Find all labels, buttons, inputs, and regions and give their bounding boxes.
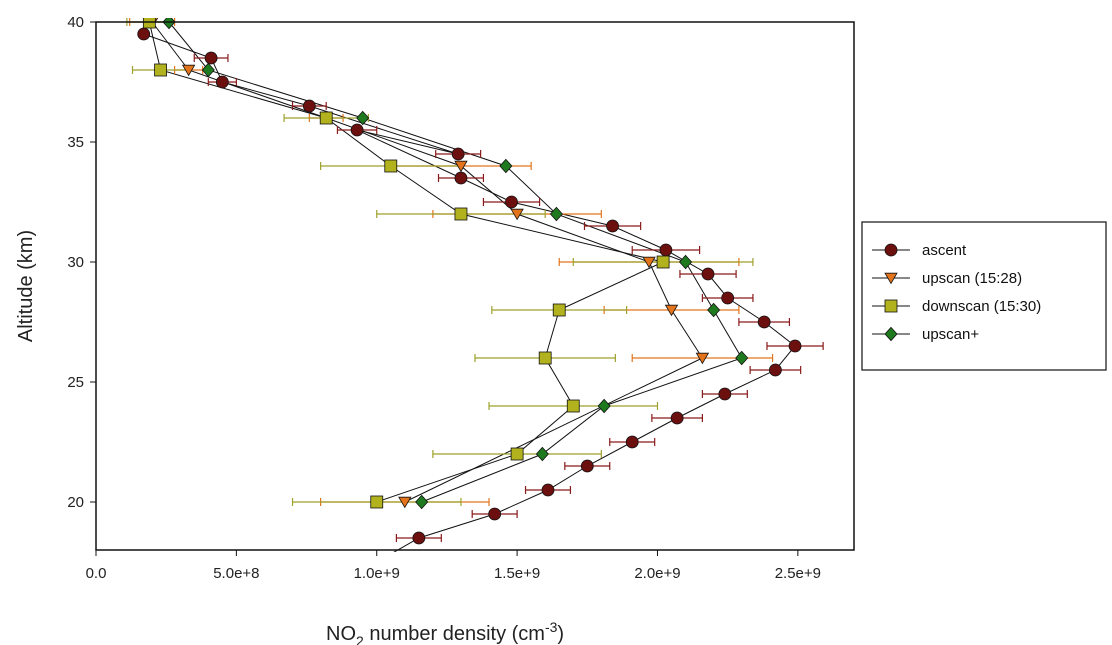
data-point bbox=[597, 398, 611, 414]
data-point bbox=[499, 158, 513, 174]
y-axis-title: Altitude (km) bbox=[15, 230, 37, 342]
x-axis-title-sup: -3 bbox=[545, 619, 558, 635]
data-point bbox=[505, 195, 518, 209]
data-point bbox=[670, 411, 684, 425]
data-point bbox=[137, 27, 151, 41]
data-point bbox=[302, 99, 316, 113]
data-point bbox=[370, 495, 384, 509]
data-point bbox=[398, 496, 412, 509]
y-tick-label: 40 bbox=[67, 14, 84, 31]
y-tick-label: 35 bbox=[67, 134, 84, 151]
data-layer bbox=[126, 18, 824, 552]
data-point bbox=[606, 219, 619, 233]
data-point bbox=[695, 352, 710, 365]
data-point bbox=[549, 206, 563, 222]
data-point bbox=[510, 208, 524, 221]
x-tick-label: 1.0e+9 bbox=[354, 565, 400, 582]
x-tick-label: 1.5e+9 bbox=[494, 565, 540, 582]
legend-marker bbox=[884, 272, 898, 285]
data-point bbox=[625, 435, 639, 449]
x-axis-title-main: NO bbox=[326, 623, 356, 645]
legend-marker bbox=[884, 243, 898, 257]
data-point bbox=[664, 304, 679, 317]
data-point bbox=[580, 459, 594, 473]
data-point bbox=[538, 351, 552, 365]
data-point bbox=[768, 363, 782, 377]
data-point bbox=[656, 255, 670, 269]
data-point bbox=[181, 64, 196, 77]
y-tick-label: 30 bbox=[67, 254, 84, 271]
legend: ascent upscan (15:28) downscan (15:30) upsc… bbox=[861, 221, 1107, 371]
data-point bbox=[642, 256, 656, 269]
data-point bbox=[721, 291, 735, 305]
x-tick-label: 0.0 bbox=[86, 565, 107, 582]
legend-label: upscan+ bbox=[922, 326, 979, 343]
x-axis-title-sub: 2 bbox=[356, 633, 364, 645]
data-point bbox=[415, 494, 429, 510]
data-point bbox=[510, 447, 524, 461]
axis-layer: 0.0 5.0e+8 1.0e+9 1.5e+9 2.0e+9 2.5e+9 20 25 30 3… bbox=[15, 14, 821, 645]
data-point bbox=[412, 531, 426, 545]
data-point bbox=[215, 75, 229, 89]
legend-marker bbox=[884, 299, 898, 313]
legend-label: downscan (15:30) bbox=[922, 298, 1041, 315]
data-point bbox=[154, 63, 167, 77]
x-tick-label: 5.0e+8 bbox=[213, 565, 259, 582]
legend-item: upscan+ bbox=[872, 326, 979, 343]
legend-marker bbox=[884, 326, 898, 342]
data-point bbox=[735, 350, 749, 366]
data-point bbox=[788, 339, 802, 353]
x-axis-title: NO2 number density (cm-3) bbox=[326, 619, 564, 645]
data-point bbox=[701, 267, 715, 281]
data-point bbox=[707, 302, 721, 318]
data-point bbox=[201, 62, 215, 78]
data-point bbox=[356, 110, 370, 126]
data-point bbox=[659, 243, 673, 257]
data-point bbox=[384, 159, 398, 173]
x-tick-label: 2.5e+9 bbox=[775, 565, 821, 582]
y-tick-label: 20 bbox=[67, 494, 84, 511]
plot-area-frame bbox=[95, 21, 855, 551]
x-tick-label: 2.0e+9 bbox=[634, 565, 680, 582]
data-point bbox=[162, 18, 176, 30]
data-point bbox=[454, 171, 468, 185]
data-point bbox=[454, 207, 468, 221]
legend-item: downscan (15:30) bbox=[872, 298, 1041, 315]
legend-box bbox=[861, 221, 1107, 371]
data-point bbox=[319, 111, 333, 125]
data-point bbox=[552, 303, 566, 317]
data-point bbox=[350, 123, 364, 137]
legend-item: upscan (15:28) bbox=[872, 270, 1022, 287]
data-point bbox=[541, 483, 555, 497]
data-point bbox=[535, 446, 549, 462]
data-point bbox=[451, 147, 465, 161]
legend-label: upscan (15:28) bbox=[922, 270, 1022, 287]
x-axis-title-rest: number density (cm bbox=[364, 623, 545, 645]
data-point bbox=[757, 315, 771, 329]
y-tick-label: 25 bbox=[67, 374, 84, 391]
legend-label: ascent bbox=[922, 242, 967, 259]
legend-item: ascent bbox=[872, 242, 967, 259]
x-axis-title-close: ) bbox=[557, 623, 564, 645]
data-point bbox=[679, 254, 693, 270]
data-point bbox=[566, 399, 580, 413]
data-point bbox=[488, 507, 502, 521]
data-point bbox=[454, 160, 468, 173]
data-point bbox=[718, 387, 732, 401]
data-point bbox=[204, 51, 218, 65]
